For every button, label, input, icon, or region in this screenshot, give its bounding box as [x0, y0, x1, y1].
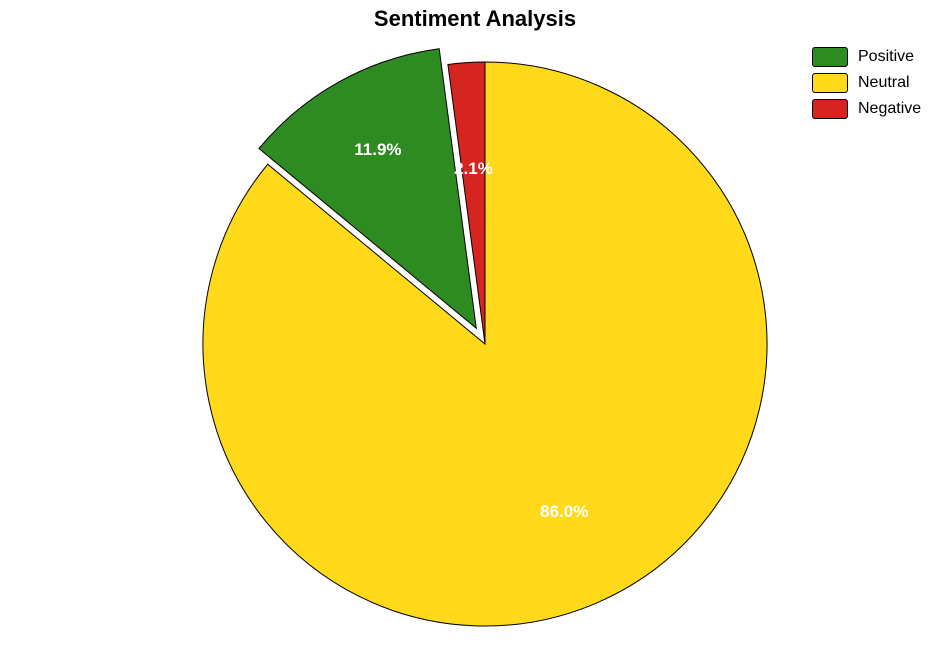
pie-svg: 86.0% 11.9% 2.1% [0, 0, 950, 662]
chart-legend: Positive Neutral Negative [812, 47, 921, 125]
legend-swatch-neutral [812, 73, 848, 93]
legend-swatch-negative [812, 99, 848, 119]
legend-item-negative: Negative [812, 99, 921, 119]
legend-item-neutral: Neutral [812, 73, 921, 93]
pie-slice-neutral-label: 86.0% [540, 502, 588, 521]
legend-label-negative: Negative [858, 101, 921, 117]
pie-slice-negative-label: 2.1% [454, 159, 493, 178]
legend-label-positive: Positive [858, 49, 914, 65]
legend-item-positive: Positive [812, 47, 921, 67]
legend-swatch-positive [812, 47, 848, 67]
pie-slice-positive-label: 11.9% [354, 140, 401, 159]
sentiment-pie-chart: Sentiment Analysis 86.0%11.9%2.1% Positi… [0, 0, 950, 662]
legend-label-neutral: Neutral [858, 75, 910, 91]
